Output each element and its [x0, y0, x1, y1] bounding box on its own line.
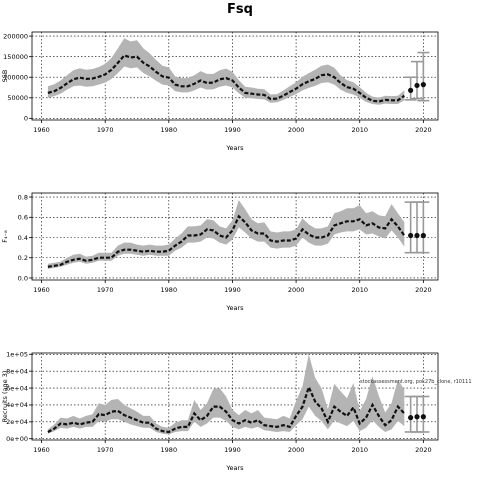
recruits-confidence-band: [47, 354, 405, 435]
ssb-plot-frame: [31, 31, 439, 121]
ssb-forecast-point: [408, 87, 414, 93]
recruits-forecast-point: [420, 414, 426, 420]
recruits-x-tick-label: 2010: [351, 446, 368, 454]
f-x-tick-label: 1970: [97, 286, 114, 294]
f-x-tick-label: 1960: [33, 286, 50, 294]
recruits-x-tick-label: 1970: [97, 446, 114, 454]
ssb-forecast-point: [420, 82, 426, 88]
recruits-x-tick-label: 2020: [415, 446, 432, 454]
ssb-x-tick-label: 1960: [33, 126, 50, 134]
recruits-x-tick-label: 1960: [33, 446, 50, 454]
f-x-tick-label: 2020: [415, 286, 432, 294]
recruits-x-tick-label: 2000: [288, 446, 305, 454]
recruits-forecast-point: [414, 414, 420, 420]
f-y-tick-label: 0.2: [18, 254, 28, 262]
ssb-x-tick-label: 1970: [97, 126, 114, 134]
f-y-tick-label: 0.8: [18, 193, 28, 201]
ssb-y-axis-title: SSB: [1, 70, 9, 83]
recruits-forecast-point: [408, 415, 414, 421]
ssb-confidence-band: [47, 38, 405, 105]
ssb-x-tick-label: 2000: [288, 126, 305, 134]
recruits-y-axis-title: Recruits (age 3): [1, 371, 9, 423]
ssb-forecast-point: [414, 82, 420, 89]
ssb-y-tick-label: 0: [24, 115, 28, 123]
f-plot-frame: [31, 192, 439, 281]
f-y-tick-label: 0.4: [18, 234, 28, 242]
f-x-tick-label: 1990: [224, 286, 241, 294]
f-forecast-point: [414, 232, 420, 239]
f-x-tick-label: 2010: [351, 286, 368, 294]
fishing-mortality-panel: 1960 1970 1980 1990 2000 2010 2020 0.0 0.2 0.4 0.6…: [1, 192, 439, 312]
recruits-y-tick-label: 4e+04: [6, 401, 28, 409]
ssb-y-tick-label: 100000: [3, 74, 28, 82]
recruits-y-tick-label: 8e+04: [6, 367, 28, 375]
recruits-x-tick-label: 1980: [161, 446, 178, 454]
ssb-y-tick-label: 150000: [3, 53, 28, 61]
ssb-y-tick-label: 50000: [7, 94, 28, 102]
ssb-panel: 1960 1970 1980 1990 2000 2010 2020 0 50000 100000…: [1, 31, 439, 152]
f-y-axis-title: F₄₋₈: [1, 230, 9, 243]
ssb-x-tick-label: 2020: [415, 126, 432, 134]
ssb-y-tick-label: 200000: [3, 32, 28, 40]
f-x-axis-title: Years: [225, 304, 244, 312]
recruits-x-axis-title: Years: [225, 464, 244, 472]
recruits-y-tick-label: 2e+04: [6, 418, 28, 426]
recruits-plot-frame: [31, 352, 439, 441]
figure-title: Fsq: [227, 2, 253, 17]
recruitment-panel: 1960 1970 1980 1990 2000 2010 2020 0e+00 2e+04 4e…: [1, 351, 439, 472]
f-y-tick-label: 0.0: [18, 274, 28, 282]
f-x-tick-label: 1980: [161, 286, 178, 294]
f-forecast-point: [408, 232, 414, 239]
f-x-tick-label: 2000: [288, 286, 305, 294]
ssb-x-tick-label: 2010: [351, 126, 368, 134]
ssb-median-line: [47, 54, 405, 103]
ssb-x-tick-label: 1980: [161, 126, 178, 134]
recruits-y-tick-label: 6e+04: [6, 384, 28, 392]
ssb-x-axis-title: Years: [225, 144, 244, 152]
ssb-x-tick-label: 1990: [224, 126, 241, 134]
f-forecast-point: [420, 232, 426, 239]
recruits-y-tick-label: 1e+05: [6, 351, 28, 359]
recruits-y-tick-label: 0e+00: [6, 435, 28, 443]
f-median-line: [47, 214, 406, 268]
f-y-tick-label: 0.6: [18, 214, 28, 222]
recruits-median-line: [47, 384, 406, 434]
recruits-x-tick-label: 1990: [224, 446, 241, 454]
watermark-label: stockassessment.org, pok27b_clone, r1011…: [360, 379, 472, 385]
